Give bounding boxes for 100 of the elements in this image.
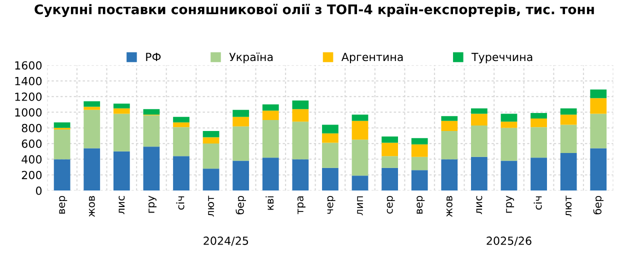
bar: [322, 142, 338, 168]
bar: [560, 108, 577, 115]
chart-title: Сукупні поставки соняшникової олії з ТОП-4 країн-експортерів, тис. тонн: [34, 4, 594, 17]
x-tick-label: вер: [59, 196, 68, 214]
bar: [530, 118, 547, 128]
bar: [202, 131, 220, 138]
bar: [590, 98, 607, 114]
y-tick-label: 1400: [15, 76, 42, 86]
bar: [202, 168, 220, 191]
bar: [590, 90, 607, 98]
bar: [84, 101, 100, 107]
bar: [500, 128, 518, 161]
legend-label: Україна: [229, 52, 273, 64]
y-tick-label: 1200: [15, 92, 42, 101]
bar: [232, 116, 250, 126]
bar: [113, 104, 130, 108]
bar: [232, 110, 250, 117]
bar: [262, 158, 279, 191]
x-tick-label: вер: [416, 196, 425, 214]
bar: [560, 152, 577, 191]
bar: [143, 115, 160, 147]
bar: [202, 137, 220, 144]
bar: [411, 138, 428, 144]
x-tick-label: жов: [88, 196, 95, 217]
y-tick-label: 1000: [15, 108, 42, 117]
y-tick-label: 1600: [15, 61, 42, 70]
x-tick-label: сер: [386, 196, 395, 214]
x-tick-label: лип: [357, 196, 363, 216]
bar: [411, 170, 428, 191]
bar: [382, 142, 398, 156]
bar: [382, 136, 398, 143]
legend-label: РФ: [146, 52, 161, 61]
x-tick-label: жов: [446, 196, 452, 217]
x-tick-label: лют: [208, 196, 214, 216]
bar: [560, 124, 577, 153]
bar: [471, 126, 488, 157]
text: 2025/26: [486, 236, 532, 246]
bar: [500, 114, 518, 122]
x-tick-label: лис: [476, 196, 482, 214]
bar: [352, 140, 368, 176]
bar: [500, 160, 518, 191]
bar: [441, 116, 458, 121]
bar: [500, 122, 518, 128]
bar: [54, 122, 70, 128]
bar: [113, 108, 130, 114]
legend-label: Аргентина: [341, 52, 403, 64]
bar: [54, 159, 70, 191]
x-tick-label: бер: [236, 196, 246, 214]
bar: [530, 113, 547, 118]
x-tick-label: лис: [118, 196, 125, 214]
bar: [84, 110, 100, 148]
x-tick-label: гру: [148, 196, 156, 213]
bar: [352, 120, 368, 140]
bar: [471, 108, 488, 114]
bar: [292, 109, 309, 122]
y-tick-label: 200: [22, 170, 42, 180]
bar: [292, 100, 309, 110]
bar: [590, 148, 607, 191]
bar: [382, 168, 398, 191]
y-tick-label: 400: [22, 155, 42, 164]
bar: [262, 120, 279, 158]
x-tick-label: чер: [327, 196, 336, 214]
bar: [113, 151, 130, 191]
bar: [322, 133, 338, 143]
bar: [84, 106, 100, 110]
x-tick-label: січ: [534, 196, 542, 210]
bar: [173, 127, 190, 156]
x-tick-label: кві: [266, 196, 274, 210]
bar: [262, 110, 279, 120]
bar: [232, 126, 250, 161]
bar: [292, 122, 309, 160]
text: 2024/25: [204, 236, 248, 246]
x-tick-label: тра: [297, 196, 306, 214]
bar: [322, 168, 338, 191]
bar: [113, 114, 130, 152]
bar: [382, 156, 398, 168]
bar: [292, 159, 309, 191]
bar: [590, 114, 607, 148]
bar: [84, 148, 100, 191]
x-tick-label: січ: [176, 196, 184, 210]
bar: [352, 176, 368, 191]
bar: [232, 160, 250, 191]
bar: [173, 116, 190, 122]
bar: [441, 159, 458, 191]
bar: [441, 131, 458, 160]
x-tick-label: лют: [566, 196, 572, 216]
bar: [143, 109, 160, 115]
bar: [143, 146, 160, 191]
bar: [411, 156, 428, 170]
bar: [352, 114, 368, 121]
y-tick-label: 800: [22, 124, 42, 132]
bar: [173, 156, 190, 191]
bar: [173, 122, 190, 128]
y-tick-label: 600: [22, 140, 42, 148]
bar: [441, 120, 458, 132]
bar: [54, 129, 70, 160]
y-tick-label: 0: [36, 186, 42, 195]
bar: [471, 156, 488, 191]
bar: [322, 124, 338, 134]
bar: [411, 144, 428, 157]
